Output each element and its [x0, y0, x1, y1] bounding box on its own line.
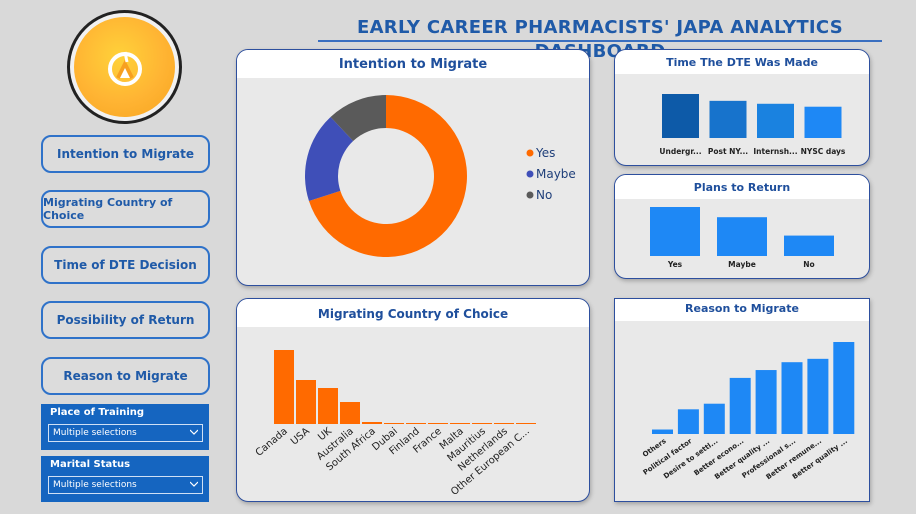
marital-status-dropdown[interactable]: Multiple selections: [48, 476, 203, 494]
dropdown-value: Multiple selections: [53, 480, 137, 490]
bar[interactable]: [406, 423, 426, 424]
tick-label: Maybe: [728, 260, 756, 269]
bar[interactable]: [757, 103, 794, 138]
legend-marker: [526, 149, 534, 157]
bar[interactable]: [781, 362, 803, 434]
bar[interactable]: [650, 207, 700, 256]
nav-label: Reason to Migrate: [63, 369, 188, 383]
bar[interactable]: [384, 423, 404, 424]
legend-marker: [526, 191, 534, 199]
slicer-title: Place of Training: [50, 407, 145, 418]
slicer-title: Marital Status: [50, 459, 131, 470]
nav-country-button[interactable]: Migrating Country of Choice: [41, 190, 210, 228]
chart-title: Migrating Country of Choice: [237, 299, 589, 327]
chart-title: Reason to Migrate: [615, 299, 869, 321]
chart-title: Time The DTE Was Made: [615, 50, 869, 74]
bar[interactable]: [804, 106, 842, 138]
nav-label: Possibility of Return: [56, 313, 195, 327]
legend-label: Maybe: [536, 167, 576, 181]
bar[interactable]: [472, 423, 492, 424]
slicer-marital-status: Marital Status Multiple selections: [41, 456, 209, 502]
bar[interactable]: [494, 423, 514, 424]
bar[interactable]: [318, 388, 338, 424]
bar[interactable]: [717, 217, 767, 256]
bar[interactable]: [340, 402, 360, 424]
logo-icon: [108, 51, 142, 86]
tick-label: NYSC days: [801, 147, 846, 156]
tick-label: USA: [289, 426, 312, 448]
tick-label: Post NY...: [708, 147, 748, 156]
bar[interactable]: [662, 94, 699, 138]
bar[interactable]: [450, 423, 470, 424]
tick-label: Yes: [667, 260, 683, 269]
donut-slice-yes[interactable]: [308, 95, 467, 257]
intention-card: Intention to Migrate Yes Maybe No: [236, 49, 590, 286]
bar[interactable]: [729, 377, 751, 434]
bar[interactable]: [362, 422, 382, 424]
nav-label: Time of DTE Decision: [54, 258, 197, 272]
dropdown-value: Multiple selections: [53, 428, 137, 438]
bar[interactable]: [755, 370, 777, 434]
bar[interactable]: [652, 429, 673, 434]
bar[interactable]: [296, 380, 316, 424]
bar[interactable]: [833, 342, 855, 434]
plans-to-return-chart: Yes Maybe No: [650, 207, 834, 269]
donut-slice-maybe[interactable]: [305, 116, 354, 202]
bar[interactable]: [807, 358, 829, 434]
dte-time-card: Time The DTE Was Made Undergr... Post NY.…: [614, 49, 870, 166]
nav-label: Intention to Migrate: [57, 147, 194, 161]
chart-title: Intention to Migrate: [237, 50, 589, 78]
tick-label: Undergr...: [659, 147, 701, 156]
place-of-training-dropdown[interactable]: Multiple selections: [48, 424, 203, 442]
bar[interactable]: [516, 423, 536, 424]
chart-title: Plans to Return: [615, 175, 869, 199]
reason-card: Reason to Migrate Others Political factor…: [614, 298, 870, 502]
nav-intention-button[interactable]: Intention to Migrate: [41, 135, 210, 173]
tick-label: No: [803, 260, 814, 269]
bar[interactable]: [709, 100, 747, 138]
legend-marker: [526, 170, 534, 178]
donut-slice-no[interactable]: [330, 95, 386, 142]
nav-return-button[interactable]: Possibility of Return: [41, 301, 210, 339]
plans-to-return-card: Plans to Return Yes Maybe No: [614, 174, 870, 279]
dte-time-chart: Undergr... Post NY... Internsh... NYSC days: [659, 94, 846, 156]
dashboard-title: EARLY CAREER PHARMACISTS' JAPA ANALYTICS…: [318, 16, 882, 62]
chevron-down-icon: [190, 481, 198, 487]
bar[interactable]: [677, 409, 699, 434]
tick-label: Internsh...: [753, 147, 797, 156]
legend-label: No: [536, 188, 552, 202]
bar[interactable]: [784, 235, 834, 256]
bar[interactable]: [428, 423, 448, 424]
bar[interactable]: [274, 350, 294, 424]
nav-label: Migrating Country of Choice: [43, 196, 173, 222]
legend-label: Yes: [535, 146, 555, 160]
country-card: Migrating Country of Choice Canada USA UK A…: [236, 298, 590, 502]
slicer-place-of-training: Place of Training Multiple selections: [41, 404, 209, 450]
chevron-down-icon: [190, 429, 198, 435]
donut-chart: Yes Maybe No: [305, 95, 576, 257]
nav-dte-time-button[interactable]: Time of DTE Decision: [41, 246, 210, 284]
tick-label: Canada: [254, 426, 290, 459]
nav-reason-button[interactable]: Reason to Migrate: [41, 357, 210, 395]
bar[interactable]: [703, 403, 725, 434]
